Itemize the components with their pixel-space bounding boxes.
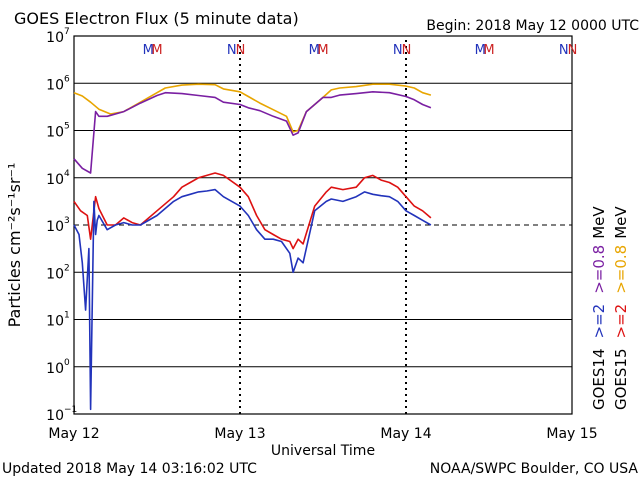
- midnight-marker: M: [309, 43, 320, 58]
- y-tick-exponent: −1: [64, 405, 77, 415]
- y-tick-exponent: 2: [64, 263, 70, 273]
- y-tick-base: 10: [46, 30, 64, 46]
- midnight-marker: N: [559, 43, 569, 58]
- y-tick-base: 10: [46, 361, 64, 377]
- y-tick-base: 10: [46, 219, 64, 235]
- series-lines: [73, 83, 432, 411]
- y-tick-exponent: 6: [64, 74, 70, 84]
- midnight-marker: N: [227, 43, 237, 58]
- x-tick-label: May 15: [546, 426, 597, 442]
- chart-title: GOES Electron Flux (5 minute data): [14, 9, 299, 28]
- y-tick-exponent: 3: [64, 216, 70, 226]
- legend-unit: MeV: [590, 206, 608, 239]
- y-tick-base: 10: [46, 408, 64, 424]
- midnight-marker: N: [568, 43, 578, 58]
- y-tick-exponent: 7: [64, 27, 70, 37]
- legend-series-label: >=2: [612, 304, 630, 339]
- y-tick-exponent: 4: [64, 169, 70, 179]
- x-axis-label: Universal Time: [271, 443, 375, 459]
- legend-entry: GOES15 >=2 >=0.8 MeV: [612, 206, 630, 410]
- legend-column: GOES14 >=2 >=0.8 MeV: [590, 206, 608, 410]
- legend-satellite: GOES15: [612, 348, 630, 410]
- legend-column: GOES15 >=2 >=0.8 MeV: [612, 206, 630, 410]
- legend-series-label: >=0.8: [590, 245, 608, 294]
- x-tick-label: May 14: [380, 426, 431, 442]
- y-tick-base: 10: [46, 172, 64, 188]
- midnight-marker: M: [483, 43, 494, 58]
- legend-satellite: GOES14: [590, 348, 608, 410]
- x-tick-label: May 12: [48, 426, 99, 442]
- midnight-marker: M: [151, 43, 162, 58]
- legend-series-label: >=2: [590, 304, 608, 339]
- midnight-marker: M: [143, 43, 154, 58]
- y-tick-base: 10: [46, 266, 64, 282]
- y-tick-exponent: 1: [64, 311, 70, 321]
- series-line: [73, 91, 432, 174]
- midnight-marker: N: [402, 43, 412, 58]
- legend-series-label: >=0.8: [612, 245, 630, 294]
- begin-label: Begin: 2018 May 12 0000 UTC: [426, 18, 639, 34]
- y-tick-base: 10: [46, 314, 64, 330]
- midnight-marker: N: [393, 43, 403, 58]
- series-line: [73, 188, 432, 411]
- x-tick-label: May 13: [214, 426, 265, 442]
- legend-unit: MeV: [612, 206, 630, 239]
- y-axis-label: Particles cm⁻²s⁻¹sr⁻¹: [5, 163, 24, 328]
- legend-entry: GOES14 >=2 >=0.8 MeV: [590, 206, 608, 410]
- midnight-markers: MM N N MM N N MM N N: [143, 43, 578, 58]
- y-tick-exponent: 0: [64, 358, 70, 368]
- midnight-marker: M: [317, 43, 328, 58]
- midnight-marker: M: [475, 43, 486, 58]
- agency-credit: NOAA/SWPC Boulder, CO USA: [430, 461, 639, 477]
- y-tick-base: 10: [46, 125, 64, 141]
- x-axis-tick-labels: May 12 May 13 May 14 May 15: [48, 426, 597, 442]
- midnight-marker: N: [236, 43, 246, 58]
- updated-timestamp: Updated 2018 May 14 03:16:02 UTC: [2, 461, 257, 477]
- y-tick-base: 10: [46, 77, 64, 93]
- gridlines: [74, 82, 572, 368]
- day-boundary-lines: [239, 40, 407, 414]
- y-tick-exponent: 5: [64, 122, 70, 132]
